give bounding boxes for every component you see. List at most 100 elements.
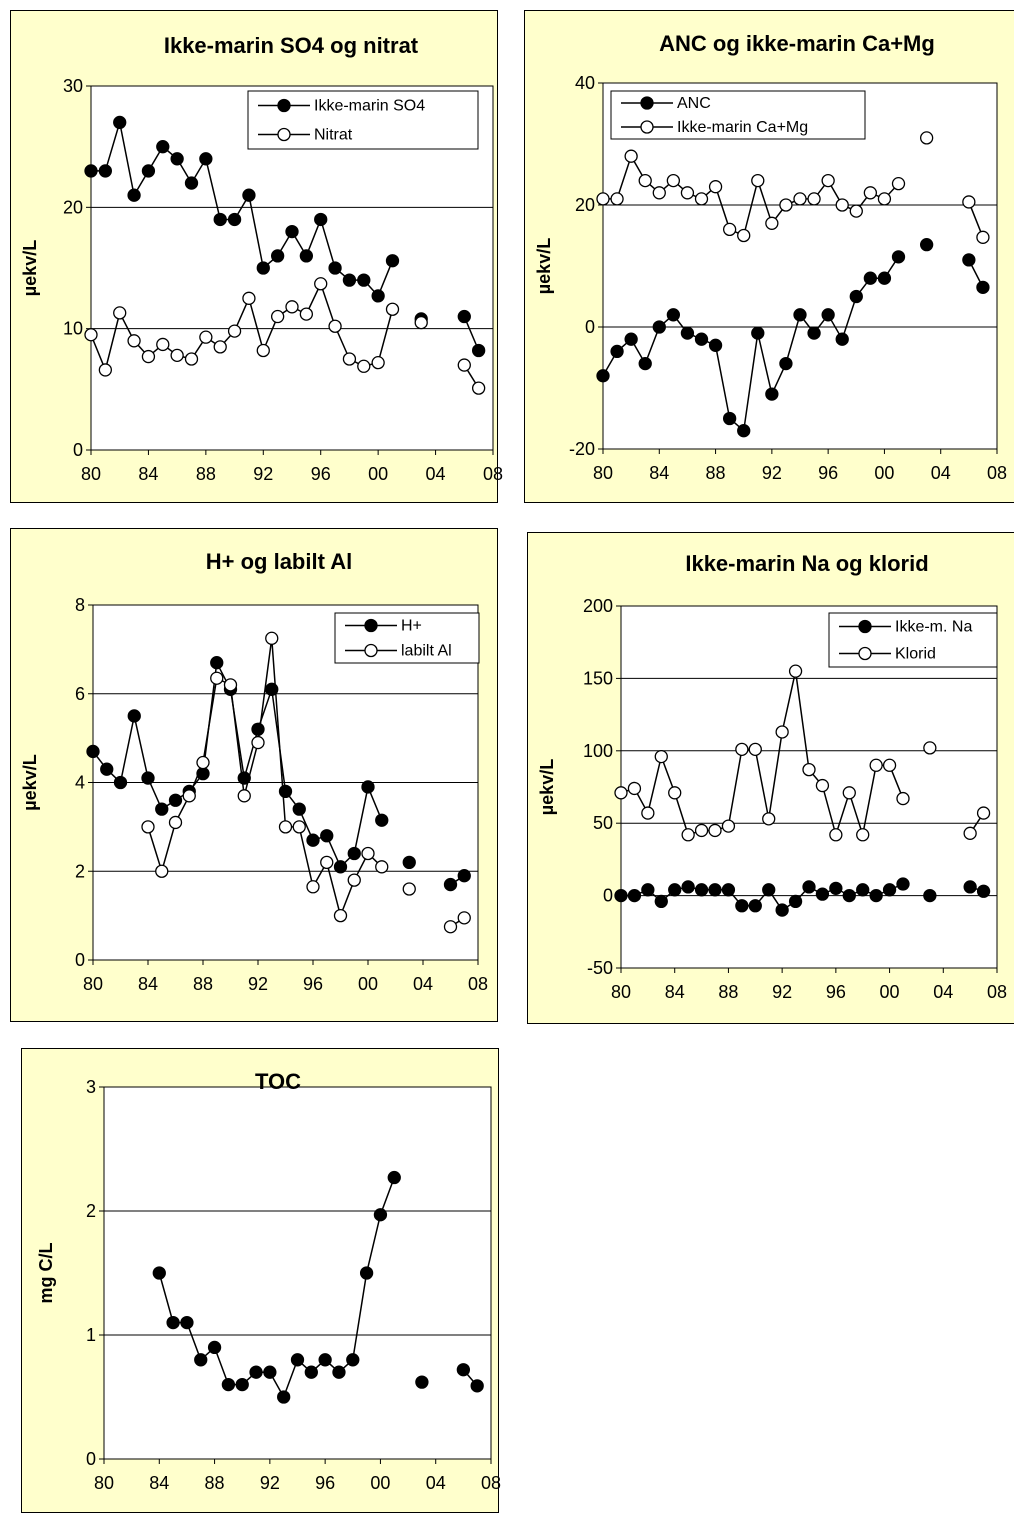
series-1-point	[285, 224, 299, 239]
series-2-point	[361, 846, 375, 861]
x-tick-label: 04	[426, 464, 446, 484]
series-2-point	[807, 192, 821, 206]
series-1-point	[666, 308, 681, 322]
series-1-line	[621, 883, 904, 912]
series-1-point	[332, 1365, 346, 1379]
x-tick-label: 08	[481, 1473, 501, 1493]
series-1-point	[835, 332, 849, 346]
series-1-point	[156, 140, 170, 154]
series-1-point	[318, 1353, 332, 1367]
series-2-point	[962, 195, 976, 209]
series-1-point	[299, 249, 314, 263]
series-1-point	[638, 356, 652, 371]
legend-marker	[277, 127, 291, 142]
series-2-point	[457, 911, 471, 925]
series-1-point	[762, 883, 776, 897]
y-tick-label: 0	[73, 440, 83, 460]
chart-toc: 0 1 2 3 80 84 88 92 96 00 04 08 TOC mg C/L	[36, 1069, 501, 1493]
x-tick-label: 88	[718, 982, 738, 1002]
series-1-point	[371, 289, 385, 303]
series-1-point	[624, 332, 638, 346]
series-1-point	[180, 1315, 194, 1330]
y-tick-label: 150	[583, 668, 613, 688]
series-1-point	[779, 356, 793, 371]
y-tick-label: 200	[583, 596, 613, 616]
series-1-point	[877, 271, 892, 285]
series-2-point	[976, 806, 991, 820]
series-1-point	[788, 894, 803, 909]
x-tick-label: 08	[483, 464, 503, 484]
y-tick-label: 0	[86, 1449, 96, 1469]
x-tick-label: 08	[987, 982, 1007, 1002]
series-1-point	[387, 1170, 401, 1185]
series-1-point	[793, 308, 807, 322]
chart-panel-so4-nitrat: 0 10 20 30 80 84 88 92 96 00 04 08 Ikke-marin SO4 og…	[10, 10, 503, 503]
series-2-point	[610, 192, 624, 206]
series-1-point	[385, 254, 400, 268]
series-1-point	[86, 744, 100, 759]
series-2-point	[923, 741, 937, 755]
series-1-point	[346, 1353, 360, 1367]
series-1-point	[415, 1375, 429, 1389]
series-2-point	[342, 352, 357, 366]
series-1-point	[610, 344, 624, 359]
series-2-point	[237, 789, 251, 803]
series-2-point	[127, 334, 141, 348]
series-1-point	[668, 883, 682, 897]
x-tick-label: 84	[149, 1473, 169, 1493]
series-1-point	[654, 894, 668, 909]
series-1-point	[357, 273, 371, 287]
series-2-point	[84, 328, 98, 342]
series-2-point	[882, 758, 897, 772]
series-2-point	[856, 828, 870, 842]
y-tick-label: -20	[569, 439, 595, 459]
x-tick-label: 00	[874, 463, 894, 483]
series-1-point	[373, 1208, 388, 1222]
series-2-point	[251, 735, 265, 750]
x-tick-label: 84	[665, 982, 685, 1002]
series-1-point	[896, 877, 910, 891]
series-2-point	[414, 315, 428, 330]
y-tick-label: 10	[63, 319, 83, 339]
series-1-point	[443, 877, 458, 892]
series-2-line	[603, 154, 900, 237]
series-1-point	[471, 343, 486, 358]
y-tick-label: 4	[75, 773, 85, 793]
series-2-point	[385, 302, 400, 316]
chart-title: H+ og labilt Al	[206, 549, 352, 574]
series-1-point	[359, 1266, 374, 1280]
chart-title: ANC og ikke-marin Ca+Mg	[659, 31, 935, 56]
x-tick-label: 96	[315, 1473, 335, 1493]
series-1-point	[199, 152, 213, 166]
series-1-point	[962, 253, 976, 267]
series-1-point	[694, 883, 709, 897]
series-2-point	[98, 363, 113, 377]
series-2-line	[90, 281, 394, 373]
series-1-point	[166, 1315, 180, 1330]
series-1-point	[963, 880, 977, 894]
series-2-point	[182, 789, 196, 803]
series-2-point	[896, 791, 910, 806]
legend-entry: Ikke-m. Na	[895, 619, 972, 636]
series-2-point	[155, 864, 169, 878]
x-tick-label: 96	[311, 464, 331, 484]
series-1-point	[320, 829, 334, 843]
legend-box	[610, 90, 866, 140]
y-tick-label: 40	[575, 73, 595, 93]
series-2-point	[457, 358, 471, 372]
series-2-point	[314, 277, 328, 291]
series-2-point	[681, 828, 695, 842]
series-1-point	[361, 780, 375, 794]
series-2-point	[815, 778, 830, 793]
series-2-point	[471, 381, 486, 395]
series-1-point	[333, 860, 348, 874]
x-tick-label: 00	[368, 464, 388, 484]
series-2-point	[821, 173, 835, 188]
series-2-point	[210, 671, 224, 685]
legend-entry: Nitrat	[314, 127, 353, 144]
series-1-point	[815, 887, 830, 901]
series-1-point	[235, 1377, 249, 1392]
series-2-line	[620, 670, 904, 838]
series-2-point	[666, 173, 681, 188]
series-1-point	[207, 1340, 222, 1355]
